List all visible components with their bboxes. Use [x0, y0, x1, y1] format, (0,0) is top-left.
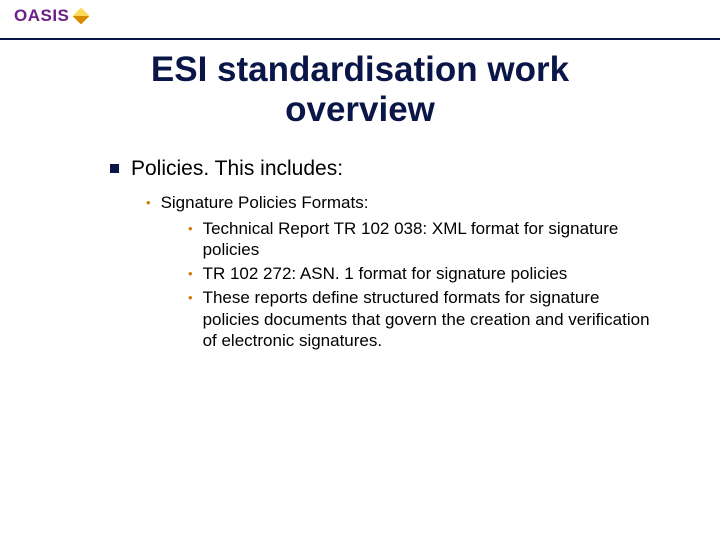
list-item-lvl3: • These reports define structured format…	[188, 287, 670, 351]
list-item-lvl1: Policies. This includes:	[110, 155, 670, 182]
slide: OASIS ESI standardisation work overview …	[0, 0, 720, 540]
list-item-lvl2: • Signature Policies Formats:	[146, 192, 670, 213]
dot-bullet-icon: •	[188, 267, 193, 280]
lvl3-text: Technical Report TR 102 038: XML format …	[203, 218, 653, 261]
dot-bullet-icon: •	[146, 196, 151, 209]
header-bar: OASIS	[0, 0, 720, 40]
content-area: Policies. This includes: • Signature Pol…	[110, 155, 670, 354]
dot-bullet-icon: •	[188, 222, 193, 235]
list-item-lvl3: • Technical Report TR 102 038: XML forma…	[188, 218, 670, 261]
lvl3-text: These reports define structured formats …	[203, 287, 653, 351]
slide-title: ESI standardisation work overview	[0, 50, 720, 131]
square-bullet-icon	[110, 164, 119, 173]
lvl1-text: Policies. This includes:	[131, 155, 343, 182]
dot-bullet-icon: •	[188, 291, 193, 304]
diamond-icon	[73, 8, 90, 25]
lvl3-text: TR 102 272: ASN. 1 format for signature …	[203, 263, 568, 284]
logo-text: OASIS	[14, 6, 69, 26]
lvl2-text: Signature Policies Formats:	[161, 192, 369, 213]
title-line1: ESI standardisation work	[151, 50, 569, 89]
logo: OASIS	[14, 6, 87, 26]
list-item-lvl3: • TR 102 272: ASN. 1 format for signatur…	[188, 263, 670, 284]
title-line2: overview	[285, 90, 435, 129]
